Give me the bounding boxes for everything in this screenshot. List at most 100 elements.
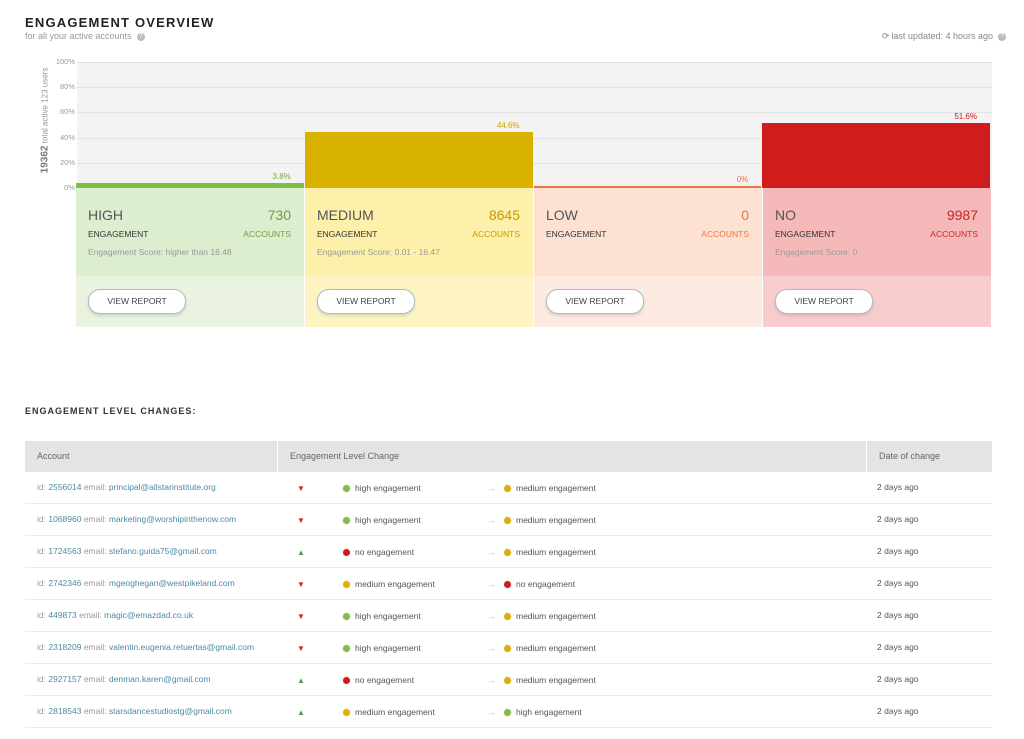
account-id[interactable]: 2556014 xyxy=(48,482,82,492)
card-score: Engagement Score: 0.01 - 16.47 xyxy=(317,247,440,257)
to-level: high engagement xyxy=(504,707,582,717)
id-label: id: xyxy=(37,578,46,588)
arrow-right-icon: → xyxy=(487,675,496,685)
thumbs-down-icon: ▼ xyxy=(297,484,305,493)
account-id[interactable]: 449873 xyxy=(48,610,77,620)
status-dot-icon xyxy=(343,645,350,653)
card-actions: VIEW REPORT xyxy=(305,276,533,327)
view-report-button-high[interactable]: VIEW REPORT xyxy=(88,289,186,314)
from-level-text: medium engagement xyxy=(355,707,435,717)
account-email[interactable]: stefano.guida75@gmail.com xyxy=(108,546,217,556)
view-report-button-medium[interactable]: VIEW REPORT xyxy=(317,289,415,314)
account-email[interactable]: magic@emazdad.co.uk xyxy=(104,610,194,620)
gridline xyxy=(77,137,992,139)
from-level: medium engagement xyxy=(343,707,435,717)
date-of-change: 2 days ago xyxy=(877,578,919,588)
y-tick-label: 60% xyxy=(59,107,75,117)
id-label: id: xyxy=(37,482,46,492)
status-dot-icon xyxy=(343,677,350,685)
to-level-text: no engagement xyxy=(516,579,576,589)
account-cell: id: 1068960 email: marketing@worshipinth… xyxy=(37,514,236,524)
account-email[interactable]: principal@allstarinstitute.org xyxy=(108,482,216,492)
page-title: ENGAGEMENT OVERVIEW xyxy=(25,15,215,30)
to-level: medium engagement xyxy=(504,483,596,493)
account-id[interactable]: 2742346 xyxy=(48,578,82,588)
card-score: Engagement Score: 0 xyxy=(775,247,858,257)
from-level-text: medium engagement xyxy=(355,579,435,589)
to-level: medium engagement xyxy=(504,643,596,653)
date-of-change: 2 days ago xyxy=(877,674,919,684)
account-email[interactable]: mgeoghegan@westpikeland.com xyxy=(108,578,235,588)
column-header-account[interactable]: Account xyxy=(25,441,278,472)
card-summary: NO 9987 ENGAGEMENT ACCOUNTS Engagement Score… xyxy=(763,188,991,276)
bar-no[interactable] xyxy=(762,122,990,188)
card-accounts-label: ACCOUNTS xyxy=(243,229,291,239)
card-low: LOW 0 ENGAGEMENT ACCOUNTS VIEW REPORT xyxy=(534,188,763,327)
email-label: email: xyxy=(83,642,107,652)
card-score: Engagement Score: higher than 16.48 xyxy=(88,247,232,257)
account-email[interactable]: starsdancestudiostg@gmail.com xyxy=(108,706,232,716)
bar-low[interactable] xyxy=(533,186,762,188)
to-level-text: medium engagement xyxy=(516,675,596,685)
date-of-change: 2 days ago xyxy=(877,514,919,524)
arrow-right-icon: → xyxy=(487,611,496,621)
table-row: id: 449873 email: magic@emazdad.co.uk ▼ hi… xyxy=(25,600,992,632)
y-tick-label: 0% xyxy=(64,183,75,192)
table-row: id: 2927157 email: denman.karen@gmail.co… xyxy=(25,664,992,696)
status-dot-icon xyxy=(343,581,350,589)
email-label: email: xyxy=(83,514,107,524)
help-icon[interactable]: ? xyxy=(136,32,145,41)
page-subtitle: for all your active accounts? xyxy=(25,31,145,41)
account-email[interactable]: valentin.eugenia.retuertas@gmail.com xyxy=(108,642,255,652)
card-high: HIGH 730 ENGAGEMENT ACCOUNTS Engagement Scor… xyxy=(76,188,305,327)
card-accounts-label: ACCOUNTS xyxy=(930,229,978,239)
subtitle-text: for all your active accounts xyxy=(25,31,132,41)
gridline xyxy=(77,112,992,114)
account-id[interactable]: 2927157 xyxy=(48,674,82,684)
view-report-button-no[interactable]: VIEW REPORT xyxy=(775,289,873,314)
card-engagement-label: ENGAGEMENT xyxy=(317,229,378,239)
id-label: id: xyxy=(37,546,46,556)
table-row: id: 2318209 email: valentin.eugenia.retu… xyxy=(25,632,992,664)
account-cell: id: 449873 email: magic@emazdad.co.uk xyxy=(37,610,193,620)
account-email[interactable]: marketing@worshipinthenow.com xyxy=(108,514,237,524)
account-email[interactable]: denman.karen@gmail.com xyxy=(108,674,211,684)
status-dot-icon xyxy=(343,517,350,525)
arrow-right-icon: → xyxy=(487,515,496,525)
from-level: high engagement xyxy=(343,515,421,525)
account-id[interactable]: 2818543 xyxy=(48,706,82,716)
account-id[interactable]: 2318209 xyxy=(48,642,82,652)
account-id[interactable]: 1724563 xyxy=(48,546,82,556)
id-label: id: xyxy=(37,514,46,524)
section-title: ENGAGEMENT LEVEL CHANGES: xyxy=(25,406,197,416)
to-level-text: medium engagement xyxy=(516,547,596,557)
thumbs-down-icon: ▼ xyxy=(297,580,305,589)
refresh-icon[interactable]: ⟳ xyxy=(881,31,890,41)
column-header-date[interactable]: Date of change xyxy=(879,451,941,461)
date-of-change: 2 days ago xyxy=(877,482,919,492)
arrow-right-icon: → xyxy=(487,579,496,589)
bar-value-label: 3.8% xyxy=(272,172,291,182)
bar-medium[interactable] xyxy=(304,131,533,188)
status-dot-icon xyxy=(343,709,350,717)
help-icon[interactable]: ? xyxy=(998,32,1006,41)
thumbs-up-icon: ▲ xyxy=(297,548,305,557)
card-level: NO xyxy=(775,207,796,223)
card-medium: MEDIUM 8645 ENGAGEMENT ACCOUNTS Engagement S… xyxy=(305,188,534,327)
from-level-text: no engagement xyxy=(355,547,415,557)
status-dot-icon xyxy=(504,581,511,589)
card-engagement-label: ENGAGEMENT xyxy=(88,229,149,239)
table-row: id: 2556014 email: principal@allstarinst… xyxy=(25,472,992,504)
view-report-button-low[interactable]: VIEW REPORT xyxy=(546,289,644,314)
changes-table: Account Engagement Level Change Date of … xyxy=(25,441,992,728)
arrow-right-icon: → xyxy=(487,547,496,557)
from-level: high engagement xyxy=(343,643,421,653)
gridline xyxy=(77,87,992,89)
column-header-change[interactable]: Engagement Level Change xyxy=(278,441,867,472)
card-actions: VIEW REPORT xyxy=(76,276,304,327)
card-actions: VIEW REPORT xyxy=(763,276,991,327)
table-row: id: 1068960 email: marketing@worshipinth… xyxy=(25,504,992,536)
account-id[interactable]: 1068960 xyxy=(48,514,82,524)
bar-high[interactable] xyxy=(76,183,304,188)
y-tick-label: 40% xyxy=(59,132,75,142)
